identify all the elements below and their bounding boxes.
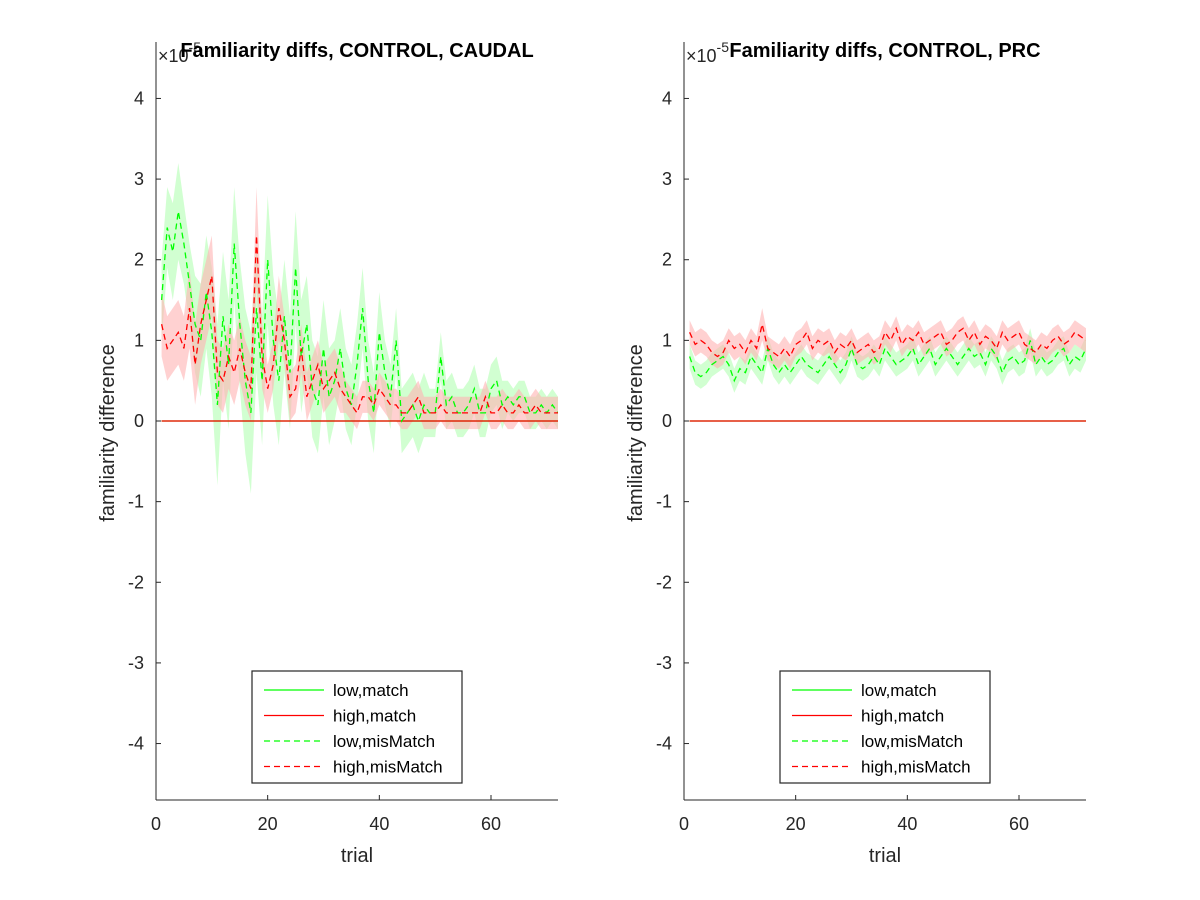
chart-title: Familiarity diffs, CONTROL, CAUDAL	[180, 40, 533, 62]
y-exponent-power: -5	[717, 39, 730, 55]
legend-entry-label: high,misMatch	[333, 758, 443, 777]
y-tick-label: -4	[656, 734, 672, 754]
legend-entry-label: low,match	[861, 681, 937, 700]
series-line-low-mismatch	[688, 340, 1086, 383]
legend-entry-label: high,misMatch	[861, 758, 971, 777]
x-axis-label: trial	[869, 845, 901, 867]
y-tick-label: 2	[134, 250, 144, 270]
y-tick-label: -3	[128, 653, 144, 673]
chart-title: Familiarity diffs, CONTROL, PRC	[729, 40, 1040, 62]
y-exponent-power: -5	[189, 39, 202, 55]
y-tick-label: -1	[128, 492, 144, 512]
series-line-high-mismatch	[689, 324, 1086, 358]
legend-entry-label: high,match	[861, 707, 944, 726]
y-tick-label: 4	[662, 88, 672, 108]
x-tick-label: 60	[1009, 814, 1029, 834]
y-tick-label: 3	[134, 169, 144, 189]
legend-entry-label: low,misMatch	[333, 732, 435, 751]
series-line-low-mismatch	[160, 211, 558, 423]
y-tick-label: 3	[662, 169, 672, 189]
y-tick-label: -3	[656, 653, 672, 673]
legend: low,match high,match low,misMatch high,misM…	[251, 670, 463, 784]
y-tick-label: -2	[656, 572, 672, 592]
x-tick-label: 0	[679, 814, 689, 834]
y-tick-label: 0	[662, 411, 672, 431]
legend-entry-label: low,match	[333, 681, 409, 700]
plot-area	[160, 163, 558, 494]
x-tick-label: 40	[369, 814, 389, 834]
y-tick-label: 0	[134, 411, 144, 431]
x-tick-label: 40	[897, 814, 917, 834]
legend-entry-label: low,misMatch	[861, 732, 963, 751]
y-tick-label: 2	[662, 250, 672, 270]
y-tick-label: -4	[128, 734, 144, 754]
y-tick-label: 1	[662, 330, 672, 350]
y-axis-label: familiarity difference	[625, 344, 647, 521]
x-tick-label: 20	[258, 814, 278, 834]
legend-entry-label: high,match	[333, 707, 416, 726]
y-tick-label: -2	[128, 572, 144, 592]
y-tick-label: -1	[656, 492, 672, 512]
legend: low,match high,match low,misMatch high,misM…	[779, 670, 991, 784]
x-axis-label: trial	[341, 845, 373, 867]
y-tick-label: 1	[134, 330, 144, 350]
x-tick-label: 0	[151, 814, 161, 834]
plot-area	[688, 308, 1086, 422]
x-tick-label: 60	[481, 814, 501, 834]
y-axis-label: familiarity difference	[97, 344, 119, 521]
y-tick-label: 4	[134, 88, 144, 108]
series-line-high-mismatch	[160, 235, 558, 415]
error-band-low-mismatch	[689, 328, 1086, 393]
x-tick-label: 20	[786, 814, 806, 834]
